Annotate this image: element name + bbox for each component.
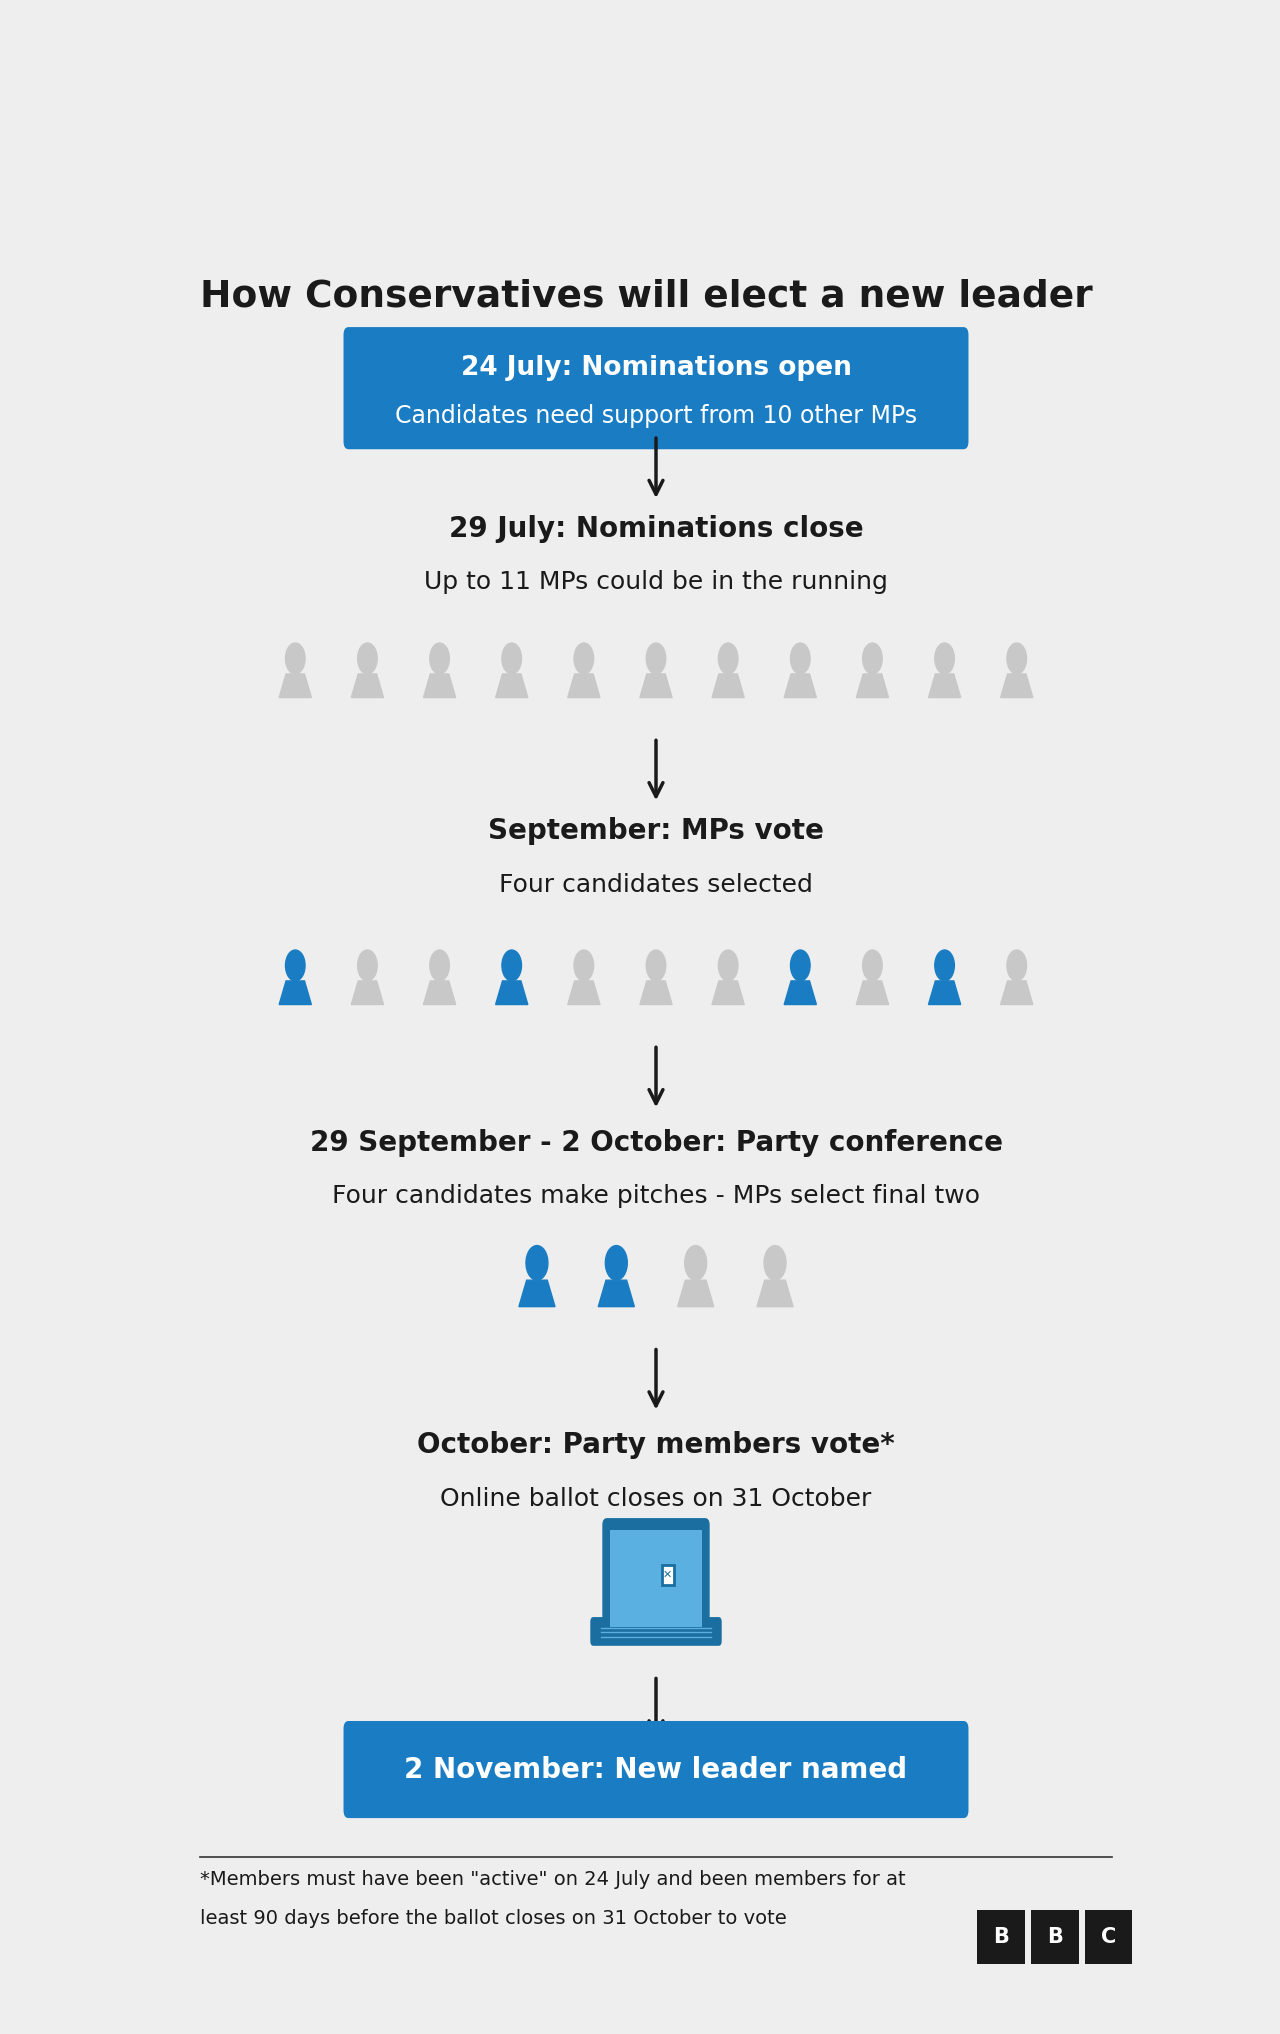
- Text: Candidates need support from 10 other MPs: Candidates need support from 10 other MP…: [396, 405, 916, 429]
- FancyBboxPatch shape: [978, 1910, 1025, 1963]
- Polygon shape: [928, 673, 961, 698]
- Text: *Members must have been "active" on 24 July and been members for at: *Members must have been "active" on 24 J…: [200, 1869, 905, 1890]
- Polygon shape: [518, 1279, 556, 1306]
- Polygon shape: [424, 673, 456, 698]
- Polygon shape: [785, 980, 817, 1005]
- Text: B: B: [993, 1926, 1009, 1947]
- Circle shape: [791, 950, 810, 980]
- Polygon shape: [712, 980, 744, 1005]
- FancyBboxPatch shape: [1084, 1910, 1132, 1963]
- Circle shape: [502, 643, 521, 673]
- Circle shape: [646, 950, 666, 980]
- Polygon shape: [785, 673, 817, 698]
- Polygon shape: [856, 673, 888, 698]
- Circle shape: [285, 950, 305, 980]
- Circle shape: [863, 643, 882, 673]
- Polygon shape: [677, 1279, 714, 1306]
- Circle shape: [863, 950, 882, 980]
- Polygon shape: [351, 980, 384, 1005]
- Text: Online ballot closes on 31 October: Online ballot closes on 31 October: [440, 1487, 872, 1511]
- Circle shape: [791, 643, 810, 673]
- Circle shape: [718, 643, 739, 673]
- Text: Four candidates make pitches - MPs select final two: Four candidates make pitches - MPs selec…: [332, 1184, 980, 1208]
- Circle shape: [685, 1245, 707, 1279]
- FancyBboxPatch shape: [343, 1721, 969, 1818]
- Circle shape: [634, 1560, 644, 1576]
- Circle shape: [357, 643, 378, 673]
- Text: 29 September - 2 October: Party conference: 29 September - 2 October: Party conferen…: [310, 1129, 1002, 1157]
- Text: Up to 11 MPs could be in the running: Up to 11 MPs could be in the running: [424, 570, 888, 594]
- Text: Four candidates selected: Four candidates selected: [499, 873, 813, 897]
- Polygon shape: [279, 673, 311, 698]
- Text: least 90 days before the ballot closes on 31 October to vote: least 90 days before the ballot closes o…: [200, 1910, 786, 1928]
- Polygon shape: [424, 980, 456, 1005]
- Polygon shape: [568, 673, 600, 698]
- FancyBboxPatch shape: [590, 1617, 722, 1646]
- Circle shape: [934, 643, 955, 673]
- Text: ✕: ✕: [663, 1570, 672, 1580]
- Polygon shape: [631, 1576, 648, 1589]
- Text: 24 July: Nominations open: 24 July: Nominations open: [461, 354, 851, 380]
- Circle shape: [605, 1245, 627, 1279]
- Polygon shape: [1001, 673, 1033, 698]
- Text: C: C: [1101, 1926, 1116, 1947]
- Circle shape: [646, 643, 666, 673]
- Polygon shape: [279, 980, 311, 1005]
- Circle shape: [430, 643, 449, 673]
- Bar: [662, 1566, 673, 1584]
- Circle shape: [502, 950, 521, 980]
- Polygon shape: [495, 673, 527, 698]
- Circle shape: [1007, 950, 1027, 980]
- Polygon shape: [856, 980, 888, 1005]
- Circle shape: [573, 643, 594, 673]
- Text: B: B: [1047, 1926, 1062, 1947]
- Circle shape: [934, 950, 955, 980]
- Polygon shape: [712, 673, 744, 698]
- Text: October: Party members vote*: October: Party members vote*: [417, 1432, 895, 1458]
- Circle shape: [430, 950, 449, 980]
- Circle shape: [573, 950, 594, 980]
- Polygon shape: [640, 673, 672, 698]
- FancyBboxPatch shape: [603, 1519, 709, 1639]
- Circle shape: [764, 1245, 786, 1279]
- FancyBboxPatch shape: [611, 1530, 701, 1627]
- Text: How Conservatives will elect a new leader: How Conservatives will elect a new leade…: [200, 279, 1092, 315]
- Polygon shape: [351, 673, 384, 698]
- Polygon shape: [495, 980, 527, 1005]
- Circle shape: [357, 950, 378, 980]
- Circle shape: [526, 1245, 548, 1279]
- Polygon shape: [756, 1279, 794, 1306]
- Text: September: MPs vote: September: MPs vote: [488, 818, 824, 846]
- Circle shape: [718, 950, 739, 980]
- Polygon shape: [928, 980, 961, 1005]
- Circle shape: [1007, 643, 1027, 673]
- Polygon shape: [640, 980, 672, 1005]
- FancyBboxPatch shape: [1030, 1910, 1079, 1963]
- Polygon shape: [1001, 980, 1033, 1005]
- Text: 29 July: Nominations close: 29 July: Nominations close: [449, 515, 863, 543]
- Polygon shape: [568, 980, 600, 1005]
- Text: 2 November: New leader named: 2 November: New leader named: [404, 1755, 908, 1784]
- Circle shape: [285, 643, 305, 673]
- Polygon shape: [598, 1279, 635, 1306]
- FancyBboxPatch shape: [343, 327, 969, 450]
